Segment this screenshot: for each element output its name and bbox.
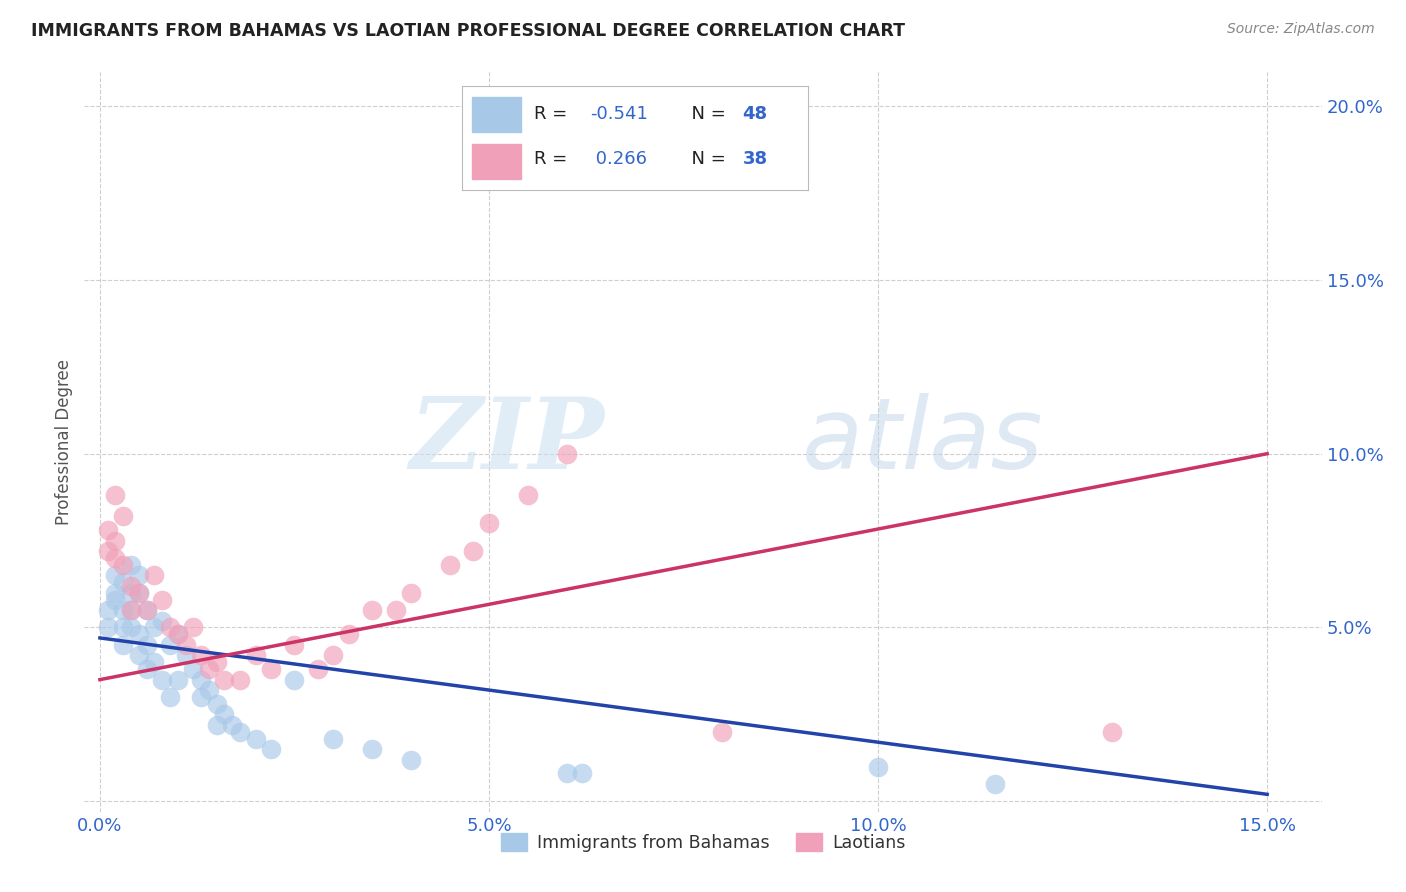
Point — [97, 544, 120, 558]
Point — [97, 603, 120, 617]
Text: IMMIGRANTS FROM BAHAMAS VS LAOTIAN PROFESSIONAL DEGREE CORRELATION CHART: IMMIGRANTS FROM BAHAMAS VS LAOTIAN PROFE… — [31, 22, 905, 40]
Point — [135, 603, 157, 617]
Point — [283, 673, 305, 687]
Point — [361, 742, 384, 756]
Point — [104, 488, 127, 502]
Point — [128, 586, 150, 600]
Point — [439, 558, 461, 572]
Point — [112, 638, 135, 652]
Point — [260, 662, 283, 676]
Point — [478, 516, 501, 531]
Point — [384, 603, 406, 617]
Point — [120, 579, 142, 593]
Point — [166, 627, 188, 641]
Point — [174, 638, 197, 652]
Text: Source: ZipAtlas.com: Source: ZipAtlas.com — [1227, 22, 1375, 37]
Point — [214, 673, 236, 687]
Point — [174, 648, 197, 663]
Point — [166, 673, 188, 687]
Text: atlas: atlas — [801, 393, 1043, 490]
Legend: Immigrants from Bahamas, Laotians: Immigrants from Bahamas, Laotians — [494, 826, 912, 859]
Point — [143, 620, 166, 634]
Point — [104, 592, 127, 607]
Point — [120, 620, 142, 634]
Point — [166, 627, 188, 641]
Point — [205, 655, 228, 669]
Point — [190, 673, 212, 687]
Point — [150, 614, 173, 628]
Point — [135, 638, 157, 652]
Point — [571, 766, 593, 780]
Point — [97, 620, 120, 634]
Point — [135, 603, 157, 617]
Point — [283, 638, 305, 652]
Y-axis label: Professional Degree: Professional Degree — [55, 359, 73, 524]
Point — [463, 544, 485, 558]
Point — [135, 662, 157, 676]
Point — [190, 648, 212, 663]
Point — [229, 724, 252, 739]
Point — [128, 586, 150, 600]
Point — [245, 731, 267, 746]
Text: ZIP: ZIP — [409, 393, 605, 490]
Point — [112, 603, 135, 617]
Point — [150, 592, 173, 607]
Point — [205, 697, 228, 711]
Point — [104, 586, 127, 600]
Point — [221, 718, 243, 732]
Point — [307, 662, 329, 676]
Point — [120, 558, 142, 572]
Point — [229, 673, 252, 687]
Point — [128, 648, 150, 663]
Point — [104, 533, 127, 548]
Point — [181, 620, 204, 634]
Point — [143, 655, 166, 669]
Point — [143, 568, 166, 582]
Point — [555, 447, 578, 461]
Point — [337, 627, 360, 641]
Point — [190, 690, 212, 704]
Point — [181, 662, 204, 676]
Point — [260, 742, 283, 756]
Point — [322, 648, 344, 663]
Point — [322, 731, 344, 746]
Point — [120, 603, 142, 617]
Point — [112, 575, 135, 590]
Point — [159, 638, 181, 652]
Point — [245, 648, 267, 663]
Point — [516, 488, 538, 502]
Point — [104, 568, 127, 582]
Point — [711, 724, 734, 739]
Point — [868, 759, 890, 773]
Point — [120, 603, 142, 617]
Point — [361, 603, 384, 617]
Point — [120, 586, 142, 600]
Point — [128, 568, 150, 582]
Point — [555, 766, 578, 780]
Point — [104, 551, 127, 566]
Point — [150, 673, 173, 687]
Point — [112, 558, 135, 572]
Point — [97, 523, 120, 537]
Point — [198, 683, 221, 698]
Point — [399, 753, 422, 767]
Point — [128, 627, 150, 641]
Point — [205, 718, 228, 732]
Point — [214, 707, 236, 722]
Point — [399, 586, 422, 600]
Point — [159, 620, 181, 634]
Point — [198, 662, 221, 676]
Point — [984, 777, 1007, 791]
Point — [112, 620, 135, 634]
Point — [159, 690, 181, 704]
Point — [112, 509, 135, 524]
Point — [1101, 724, 1123, 739]
